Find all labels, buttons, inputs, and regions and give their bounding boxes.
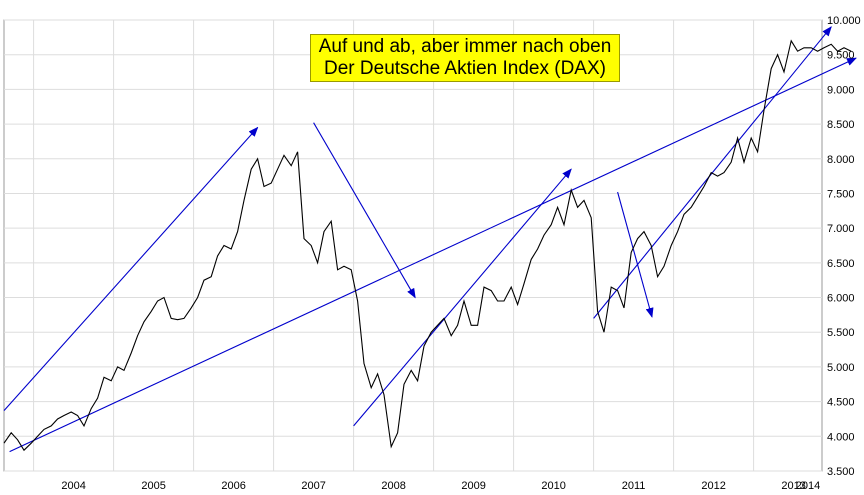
y-tick-label: 7.000 [827, 223, 855, 235]
x-tick-label: 2014 [796, 480, 820, 492]
y-tick-label: 5.500 [827, 327, 855, 339]
x-tick-label: 2006 [221, 480, 245, 492]
x-tick-label: 2005 [141, 480, 165, 492]
dax-series-line [3, 39, 852, 452]
trend-line-arrow [3, 126, 259, 412]
x-tick-label: 2010 [541, 480, 565, 492]
y-tick-label: 6.500 [827, 258, 855, 270]
series-layer [3, 39, 852, 452]
y-tick-label: 6.000 [827, 293, 855, 305]
y-tick-label: 10.000 [827, 15, 861, 27]
trend-line-arrow [617, 191, 654, 318]
chart-title: Auf und ab, aber immer nach oben [318, 36, 612, 57]
grid-lines [4, 19, 822, 472]
x-tick-label: 2009 [461, 480, 485, 492]
y-tick-label: 4.500 [827, 397, 855, 409]
y-tick-label: 5.000 [827, 362, 855, 374]
x-tick-label: 2012 [701, 480, 725, 492]
y-tick-label: 9.000 [827, 84, 855, 96]
x-axis: 2004 2005 2006 2007 2008 2009 2010 2011 2012 2013… [61, 480, 820, 492]
y-tick-label: 3.500 [827, 466, 855, 478]
y-tick-label: 8.500 [827, 119, 855, 131]
trend-lines [3, 26, 857, 453]
trend-line-arrow [313, 122, 416, 299]
trend-line-arrow [353, 168, 572, 427]
y-tick-label: 4.000 [827, 431, 855, 443]
y-tick-label: 7.500 [827, 188, 855, 200]
x-tick-label: 2013 [781, 480, 805, 492]
chart-title-box: Auf und ab, aber immer nach oben Der Deu… [310, 34, 620, 82]
x-tick-label: 2004 [61, 480, 85, 492]
y-tick-label: 8.000 [827, 154, 855, 166]
x-tick-label: 2011 [622, 480, 646, 492]
chart-subtitle: Der Deutsche Aktien Index (DAX) [324, 58, 606, 79]
x-tick-label: 2007 [301, 480, 325, 492]
plot-area [3, 19, 823, 472]
trend-line-arrow [9, 57, 857, 453]
y-tick-label: 9.500 [827, 50, 855, 62]
y-axis: 3.500 4.000 4.500 5.000 5.500 6.000 6.500 7.000… [827, 15, 861, 478]
x-tick-label: 2008 [381, 480, 405, 492]
